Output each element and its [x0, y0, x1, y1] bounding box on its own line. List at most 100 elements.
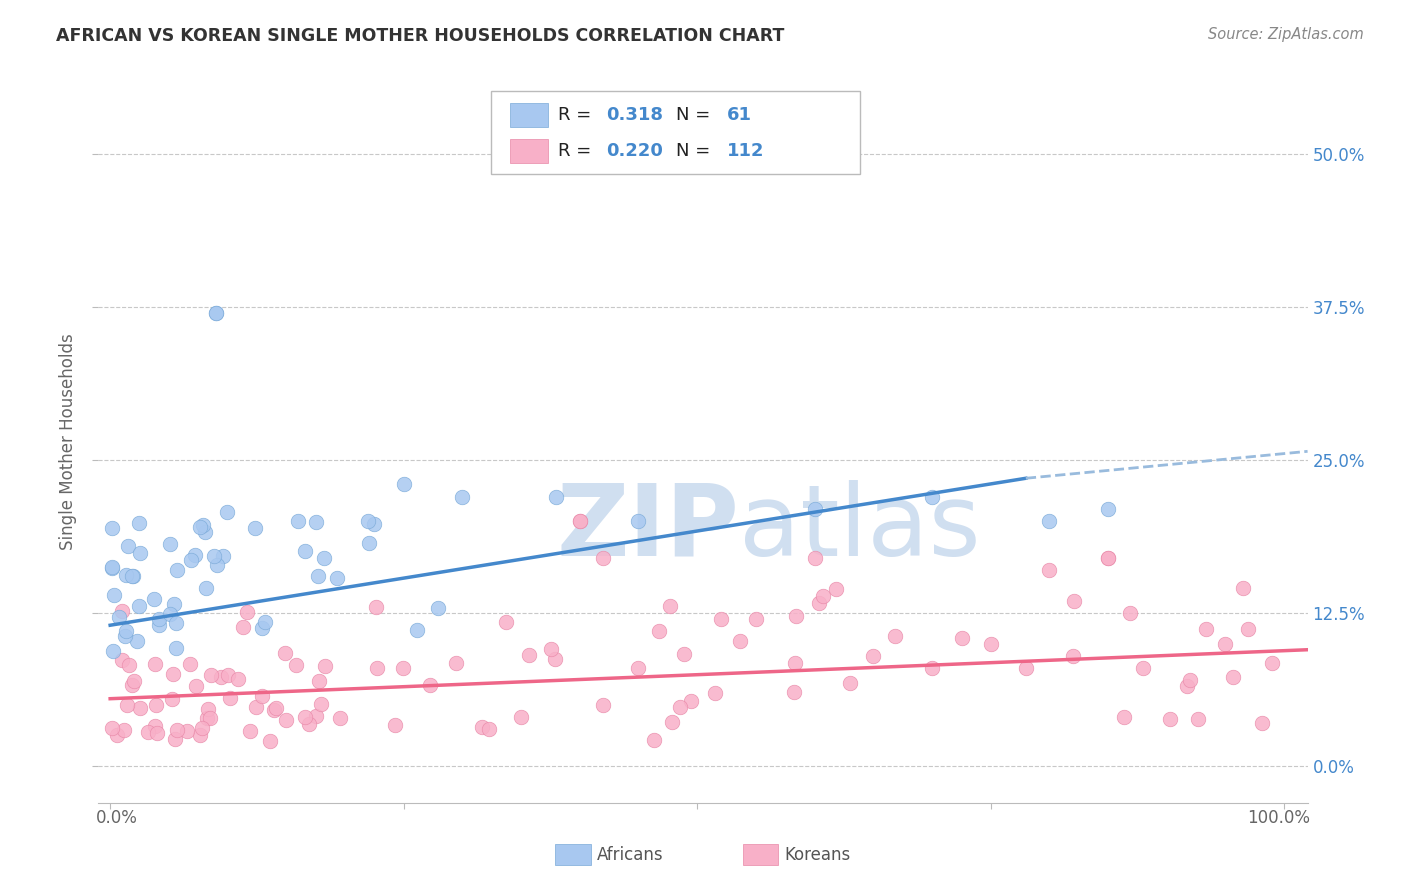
Point [568, 514, 591, 528]
Point [166, 563, 188, 577]
Point [121, 568, 143, 582]
Point [546, 490, 568, 504]
Y-axis label: Single Mother Households: Single Mother Households [59, 334, 77, 549]
Point [406, 623, 429, 637]
Point [128, 516, 150, 530]
Point [254, 615, 277, 630]
Point [471, 720, 494, 734]
Point [517, 648, 540, 662]
Point [166, 723, 188, 738]
Point [205, 558, 228, 573]
Text: N =: N = [676, 106, 717, 124]
Point [366, 660, 388, 674]
Point [143, 591, 166, 606]
Point [785, 656, 807, 670]
Point [329, 711, 352, 725]
Point [745, 612, 768, 626]
FancyBboxPatch shape [492, 91, 860, 174]
Point [129, 546, 152, 560]
Point [243, 521, 266, 535]
Point [627, 661, 650, 675]
Point [110, 604, 132, 618]
Point [392, 661, 415, 675]
Point [143, 657, 166, 671]
Point [197, 702, 219, 716]
Text: Africans: Africans [596, 846, 664, 863]
Point [159, 607, 181, 622]
Text: atlas: atlas [740, 480, 981, 577]
Point [188, 520, 211, 534]
Point [245, 699, 267, 714]
Point [232, 619, 254, 633]
Point [217, 668, 239, 682]
Point [1063, 594, 1085, 608]
Point [710, 612, 733, 626]
Point [392, 477, 415, 491]
Point [190, 721, 212, 735]
Point [209, 670, 232, 684]
Point [1187, 712, 1209, 726]
Point [862, 648, 884, 663]
Text: R =: R = [558, 106, 598, 124]
Point [118, 658, 141, 673]
Point [294, 544, 316, 558]
Point [825, 582, 848, 597]
Point [1015, 661, 1038, 675]
Point [117, 539, 139, 553]
Point [568, 514, 591, 528]
Point [884, 630, 907, 644]
Point [1159, 713, 1181, 727]
Point [305, 709, 328, 723]
Point [314, 659, 336, 673]
Point [1132, 661, 1154, 675]
Point [478, 723, 501, 737]
Text: AFRICAN VS KOREAN SINGLE MOTHER HOUSEHOLDS CORRELATION CHART: AFRICAN VS KOREAN SINGLE MOTHER HOUSEHOL… [56, 27, 785, 45]
Point [643, 733, 665, 747]
Point [250, 690, 273, 704]
Text: 100.0%: 100.0% [1247, 809, 1310, 827]
Point [162, 666, 184, 681]
Text: 0.318: 0.318 [606, 106, 664, 124]
Point [325, 571, 347, 585]
Point [294, 709, 316, 723]
Point [950, 632, 973, 646]
Point [195, 581, 218, 595]
Point [1062, 648, 1084, 663]
Point [980, 637, 1002, 651]
Point [165, 615, 187, 630]
Point [592, 550, 614, 565]
Point [1097, 502, 1119, 516]
Point [1038, 514, 1060, 528]
Point [148, 617, 170, 632]
Point [1261, 657, 1284, 671]
Point [451, 490, 474, 504]
Point [103, 588, 125, 602]
Point [592, 698, 614, 712]
Point [669, 700, 692, 714]
Point [143, 719, 166, 733]
Point [107, 610, 129, 624]
FancyBboxPatch shape [509, 139, 548, 163]
Point [780, 146, 803, 161]
Point [111, 653, 134, 667]
Text: 61: 61 [727, 106, 752, 124]
Point [1251, 716, 1274, 731]
Point [681, 694, 703, 708]
Point [921, 661, 943, 675]
Point [307, 568, 329, 582]
Point [263, 703, 285, 717]
Point [145, 698, 167, 713]
Text: ZIP: ZIP [557, 480, 740, 577]
Point [419, 677, 441, 691]
Text: 112: 112 [727, 142, 765, 160]
Point [274, 646, 297, 660]
Point [112, 723, 135, 737]
Point [811, 589, 834, 603]
Point [803, 550, 825, 565]
Point [311, 697, 333, 711]
Point [1119, 606, 1142, 620]
Point [661, 714, 683, 729]
Point [124, 674, 146, 689]
Point [312, 551, 335, 566]
Point [101, 560, 124, 574]
